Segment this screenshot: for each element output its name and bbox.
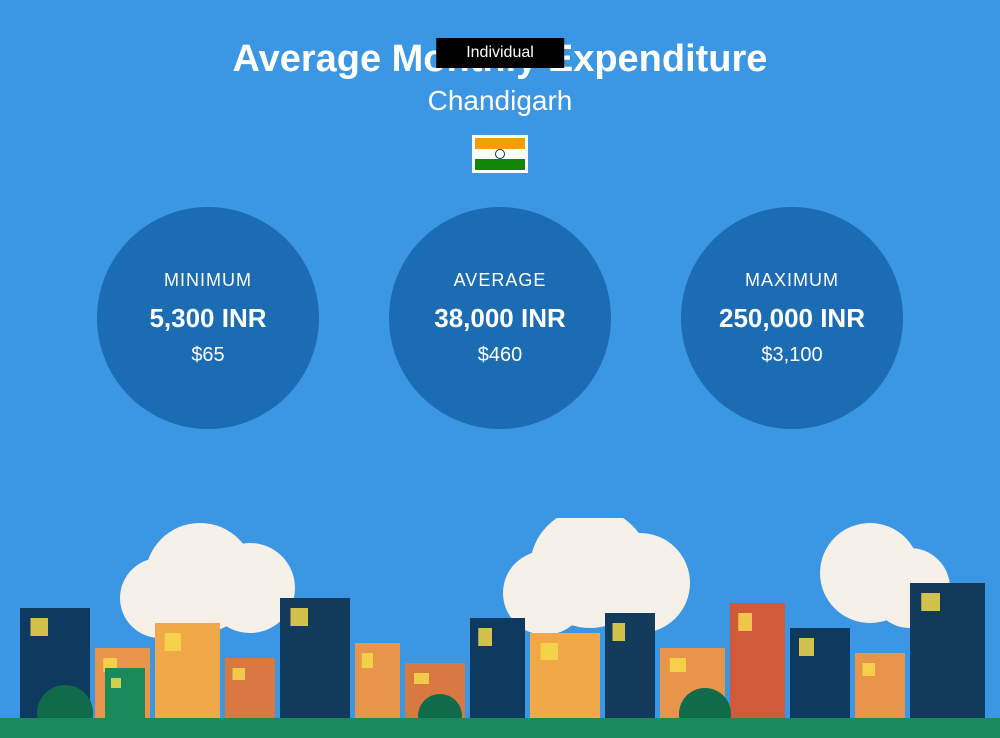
stat-sub-value: $3,100 — [761, 344, 822, 367]
stat-circle-maximum: MAXIMUM 250,000 INR $3,100 — [681, 207, 903, 429]
stat-label: MINIMUM — [164, 270, 252, 291]
location-subtitle: Chandigarh — [0, 85, 1000, 117]
stat-circle-minimum: MINIMUM 5,300 INR $65 — [97, 207, 319, 429]
flag-stripe-top — [475, 138, 525, 149]
stat-label: AVERAGE — [454, 270, 547, 291]
stat-main-value: 38,000 INR — [434, 303, 566, 334]
stat-label: MAXIMUM — [745, 270, 839, 291]
stat-circle-average: AVERAGE 38,000 INR $460 — [389, 207, 611, 429]
category-badge: Individual — [436, 38, 564, 68]
country-flag-icon — [472, 135, 528, 173]
stat-sub-value: $65 — [191, 344, 224, 367]
stat-main-value: 5,300 INR — [149, 303, 266, 334]
cityscape-illustration — [0, 518, 1000, 738]
flag-stripe-bot — [475, 159, 525, 170]
stat-main-value: 250,000 INR — [719, 303, 865, 334]
stats-row: MINIMUM 5,300 INR $65 AVERAGE 38,000 INR… — [0, 207, 1000, 429]
flag-chakra-icon — [495, 149, 505, 159]
stat-sub-value: $460 — [478, 344, 523, 367]
